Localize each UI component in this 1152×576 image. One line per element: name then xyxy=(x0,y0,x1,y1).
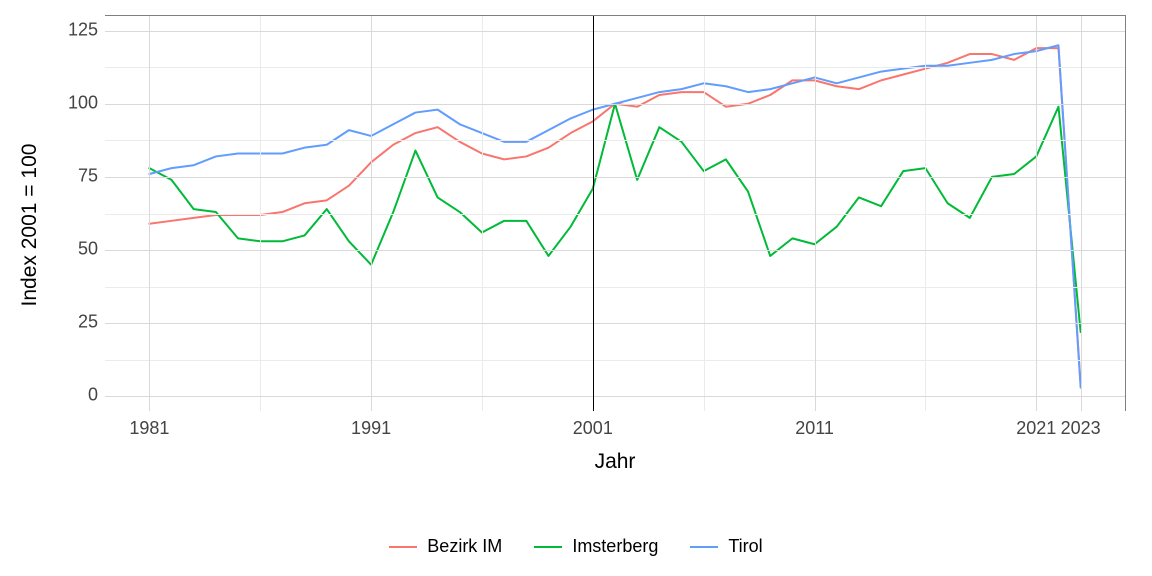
gridline-minor-h xyxy=(105,214,1125,215)
legend-item: Imsterberg xyxy=(534,536,658,557)
legend-label: Imsterberg xyxy=(572,536,658,557)
gridline-major-h xyxy=(105,250,1125,251)
plot-panel xyxy=(105,15,1126,411)
y-tick-label: 0 xyxy=(60,385,98,406)
x-tick-label: 2023 xyxy=(1061,418,1101,439)
y-tick-label: 50 xyxy=(60,239,98,260)
gridline-major-v xyxy=(1036,16,1037,411)
legend-swatch xyxy=(389,546,417,548)
gridline-major-h xyxy=(105,323,1125,324)
gridline-minor-v xyxy=(260,16,261,411)
gridline-minor-v xyxy=(925,16,926,411)
series-line xyxy=(149,48,1080,384)
gridline-major-v xyxy=(149,16,150,411)
x-tick-label: 1991 xyxy=(351,418,391,439)
x-tick-label: 2011 xyxy=(795,418,834,439)
x-tick-label: 1981 xyxy=(129,418,169,439)
x-axis-title: Jahr xyxy=(595,450,636,474)
gridline-major-h xyxy=(105,177,1125,178)
gridline-major-v xyxy=(815,16,816,411)
y-tick-label: 125 xyxy=(60,19,98,40)
legend: Bezirk IM Imsterberg Tirol xyxy=(0,536,1152,557)
x-tick-label: 2021 xyxy=(1016,418,1056,439)
legend-swatch xyxy=(534,546,562,548)
x-tick-label: 2001 xyxy=(573,418,613,439)
gridline-minor-h xyxy=(105,360,1125,361)
gridline-minor-h xyxy=(105,67,1125,68)
y-tick-label: 100 xyxy=(60,92,98,113)
y-tick-label: 25 xyxy=(60,312,98,333)
legend-swatch xyxy=(690,546,718,548)
series-line xyxy=(149,45,1080,387)
y-tick-label: 75 xyxy=(60,165,98,186)
gridline-minor-h xyxy=(105,140,1125,141)
gridline-minor-v xyxy=(704,16,705,411)
chart-container: Index 2001 = 100 Jahr Bezirk IM Imsterber… xyxy=(0,0,1152,576)
y-axis-title: Index 2001 = 100 xyxy=(18,143,42,306)
gridline-major-v xyxy=(371,16,372,411)
gridline-major-v xyxy=(1081,16,1082,411)
legend-label: Tirol xyxy=(728,536,762,557)
legend-item: Tirol xyxy=(690,536,762,557)
gridline-major-h xyxy=(105,31,1125,32)
legend-label: Bezirk IM xyxy=(427,536,502,557)
gridline-major-h xyxy=(105,104,1125,105)
gridline-major-h xyxy=(105,396,1125,397)
legend-item: Bezirk IM xyxy=(389,536,502,557)
reference-line xyxy=(593,16,594,411)
gridline-minor-v xyxy=(482,16,483,411)
gridline-minor-h xyxy=(105,287,1125,288)
series-line xyxy=(149,104,1080,332)
